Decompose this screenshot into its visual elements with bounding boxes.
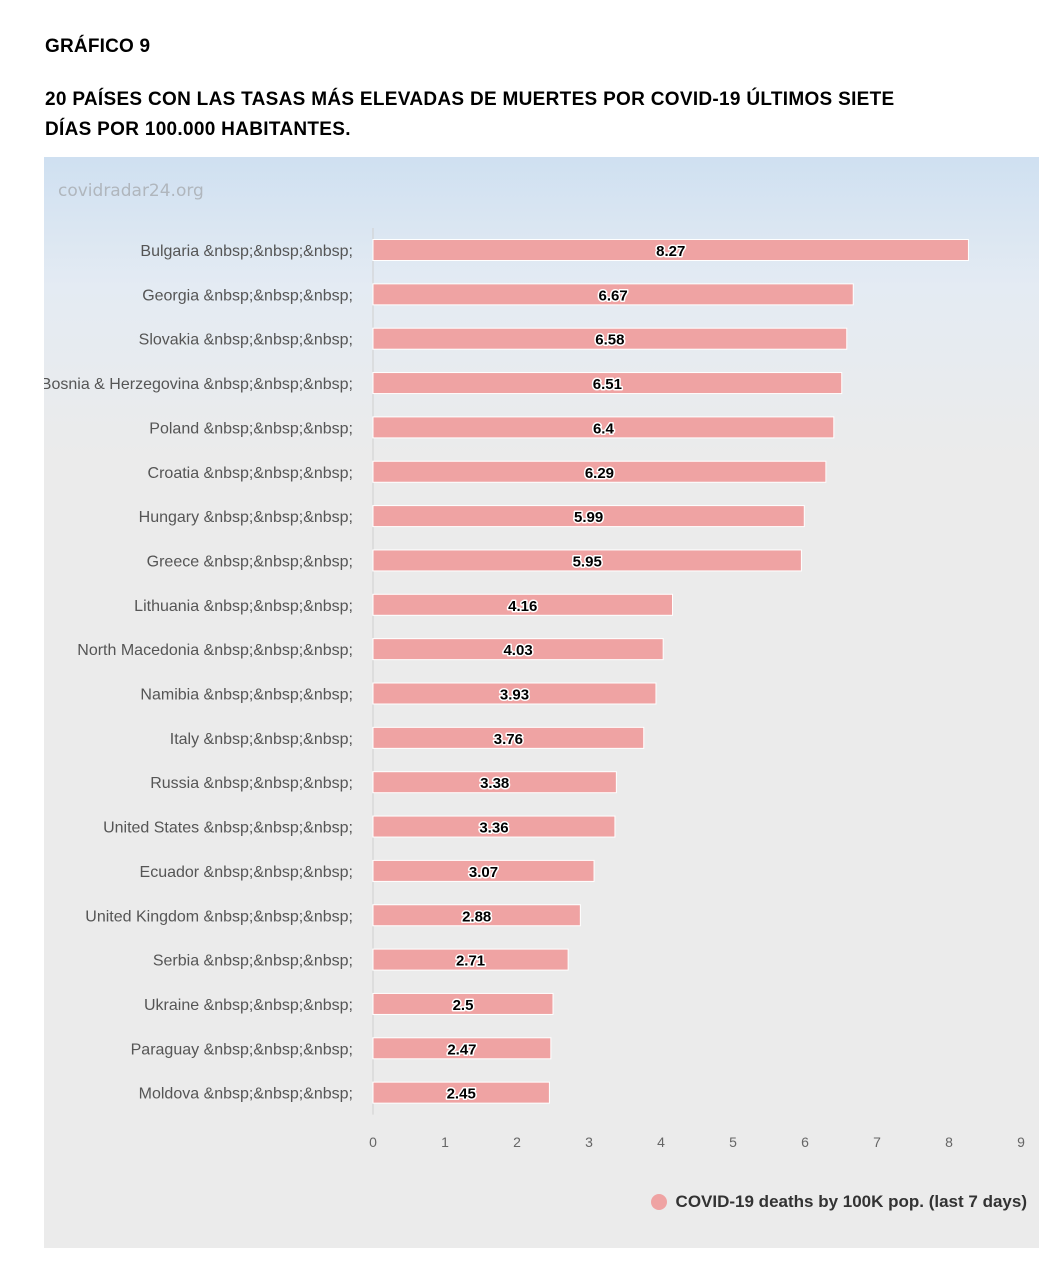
data-label: 2.71 [456,953,485,970]
data-label: 2.47 [447,1041,476,1058]
bar-chart: Bulgaria &nbsp;&nbsp;&nbsp; 8.27 Georgia &… [44,228,1025,1150]
bar[interactable] [372,1081,550,1104]
bar[interactable] [372,726,645,749]
bar[interactable] [372,505,805,528]
category-label: Russia &nbsp;&nbsp;&nbsp; [150,775,353,792]
data-label: 6.67 [599,287,628,304]
x-tick-label: 1 [441,1134,449,1150]
category-label: Lithuania &nbsp;&nbsp;&nbsp; [134,598,353,615]
x-tick-label: 3 [585,1134,593,1150]
data-label: 6.29 [585,465,614,482]
bar[interactable] [372,638,664,661]
data-label: 2.45 [447,1086,476,1103]
data-label: 6.58 [595,332,624,349]
data-label: 2.5 [453,997,474,1014]
bar[interactable] [372,815,616,838]
x-tick-label: 2 [513,1134,521,1150]
category-label: United Kingdom &nbsp;&nbsp;&nbsp; [85,908,353,925]
data-label: 6.4 [593,420,615,437]
bar[interactable] [372,239,969,261]
x-tick-label: 6 [801,1134,809,1150]
bar[interactable] [372,372,843,395]
category-label: North Macedonia &nbsp;&nbsp;&nbsp; [77,642,353,659]
data-label: 3.36 [479,820,508,837]
bar[interactable] [372,549,802,572]
data-label: 8.27 [656,243,685,260]
data-label: 4.16 [508,598,537,615]
data-label: 6.51 [593,376,622,393]
figure-title: 20 PAÍSES CON LAS TASAS MÁS ELEVADAS DE … [45,89,895,140]
watermark: covidradar24.org [58,181,204,201]
bar[interactable] [372,682,657,705]
data-label: 3.76 [494,731,523,748]
x-tick-label: 9 [1017,1134,1025,1150]
category-label: Bulgaria &nbsp;&nbsp;&nbsp; [140,243,353,260]
bar[interactable] [372,904,581,927]
figure-label: GRÁFICO 9 [45,36,151,57]
legend-label: COVID-19 deaths by 100K pop. (last 7 day… [675,1192,1027,1211]
x-tick-label: 4 [657,1134,665,1150]
category-label: Poland &nbsp;&nbsp;&nbsp; [149,420,353,437]
category-label: Ecuador &nbsp;&nbsp;&nbsp; [140,864,353,881]
category-label: United States &nbsp;&nbsp;&nbsp; [103,820,353,837]
category-label: Croatia &nbsp;&nbsp;&nbsp; [148,465,353,482]
category-label: Italy &nbsp;&nbsp;&nbsp; [170,731,353,748]
category-label: Bosnia & Herzegovina &nbsp;&nbsp;&nbsp; [44,376,353,393]
x-tick-label: 7 [873,1134,881,1150]
category-label: Georgia &nbsp;&nbsp;&nbsp; [142,287,353,304]
legend[interactable]: COVID-19 deaths by 100K pop. (last 7 day… [650,1192,1027,1212]
data-label: 5.99 [574,509,603,526]
data-label: 3.38 [480,775,509,792]
data-label: 3.07 [469,864,498,881]
category-label: Moldova &nbsp;&nbsp;&nbsp; [139,1086,353,1103]
bar[interactable] [372,992,554,1015]
category-label: Hungary &nbsp;&nbsp;&nbsp; [139,509,353,526]
chart-panel: covidradar24.org Bulgaria &nbsp;&nbsp;&n… [44,157,1039,1248]
bar[interactable] [372,859,595,882]
data-label: 5.95 [573,553,602,570]
category-label: Serbia &nbsp;&nbsp;&nbsp; [153,953,353,970]
data-label: 4.03 [503,642,532,659]
bar[interactable] [372,1037,552,1060]
x-tick-label: 0 [369,1134,377,1150]
category-label: Ukraine &nbsp;&nbsp;&nbsp; [144,997,353,1014]
bar[interactable] [372,283,854,306]
x-tick-label: 8 [945,1134,953,1150]
legend-swatch [650,1194,667,1210]
category-label: Paraguay &nbsp;&nbsp;&nbsp; [131,1041,353,1058]
bar[interactable] [372,327,848,350]
category-label: Greece &nbsp;&nbsp;&nbsp; [147,553,353,570]
bar[interactable] [372,593,674,616]
data-label: 3.93 [500,687,529,704]
bar[interactable] [372,948,569,971]
category-label: Namibia &nbsp;&nbsp;&nbsp; [140,687,353,704]
x-tick-label: 5 [729,1134,737,1150]
data-label: 2.88 [462,908,491,925]
bar[interactable] [372,416,835,439]
category-label: Slovakia &nbsp;&nbsp;&nbsp; [139,332,353,349]
bar[interactable] [372,771,617,794]
bar[interactable] [372,460,827,483]
